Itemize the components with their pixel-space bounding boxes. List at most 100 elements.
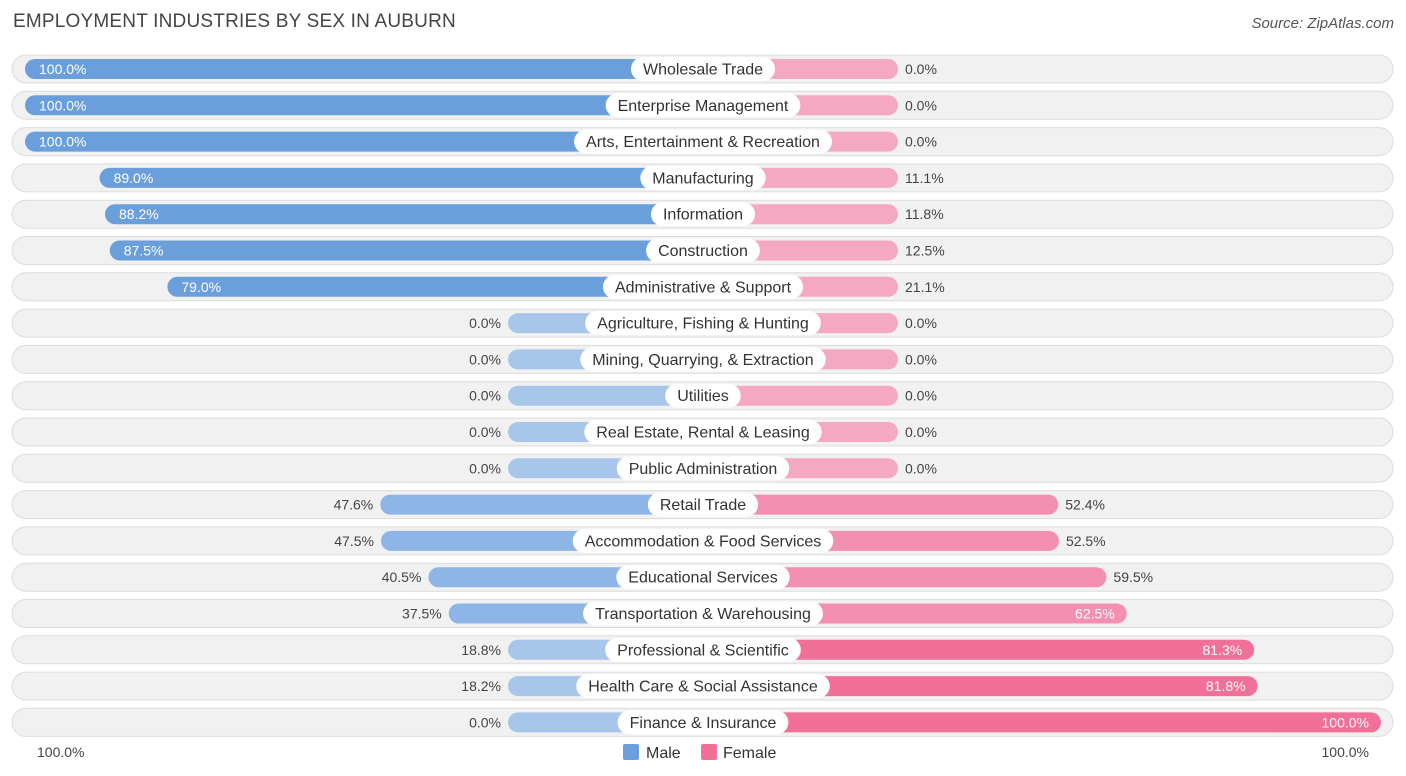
category-label: Utilities <box>677 388 729 405</box>
female-bar <box>703 639 1255 660</box>
category-pill <box>576 674 830 699</box>
legend: Male Female <box>623 744 776 762</box>
chart-row: Public Administration 0.0% 0.0% <box>11 453 1394 483</box>
male-value-label: 89.0% <box>114 170 154 186</box>
male-bar <box>99 167 703 188</box>
chart-row: Health Care & Social Assistance 18.2% 81.8… <box>11 671 1394 701</box>
male-value-label: 40.5% <box>382 569 422 585</box>
female-value-label: 0.0% <box>905 460 937 476</box>
category-pill <box>574 129 832 154</box>
male-value-label: 18.8% <box>461 642 501 658</box>
male-value-label: 47.5% <box>334 533 374 549</box>
category-pill <box>650 202 756 227</box>
legend-male-label: Male <box>646 745 681 762</box>
legend-female-label: Female <box>723 745 776 762</box>
category-pill <box>616 456 790 481</box>
chart-title: EMPLOYMENT INDUSTRIES BY SEX IN AUBURN <box>13 11 456 32</box>
male-bar <box>105 204 703 225</box>
legend-female-swatch <box>701 744 717 760</box>
female-value-label: 0.0% <box>905 388 937 404</box>
male-value-label: 0.0% <box>469 315 501 331</box>
male-value-label: 88.2% <box>119 206 159 222</box>
category-pill <box>583 601 823 626</box>
category-pill <box>640 165 766 190</box>
female-value-label: 0.0% <box>905 97 937 113</box>
male-value-label: 100.0% <box>39 61 86 77</box>
chart-row: Construction 87.5% 12.5% <box>11 236 1394 265</box>
axis-left-label: 100.0% <box>37 744 84 760</box>
category-label: Real Estate, Rental & Leasing <box>596 425 809 442</box>
source-label: Source: ZipAtlas.com <box>1251 15 1394 32</box>
category-label: Information <box>663 207 743 224</box>
category-label: Health Care & Social Assistance <box>588 679 818 696</box>
category-pill <box>616 565 790 590</box>
category-pill <box>605 93 801 118</box>
male-value-label: 100.0% <box>39 134 86 150</box>
male-value-label: 79.0% <box>181 279 221 295</box>
female-value-label: 52.5% <box>1066 533 1106 549</box>
chart-row: Finance & Insurance 0.0% 100.0% <box>11 707 1394 737</box>
chart-row: Information 88.2% 11.8% <box>11 199 1394 229</box>
chart-row: Agriculture, Fishing & Hunting 0.0% 0.0% <box>11 308 1394 338</box>
female-value-label: 0.0% <box>905 424 937 440</box>
male-value-label: 37.5% <box>402 606 442 622</box>
category-pill <box>617 710 789 735</box>
axis-right-label: 100.0% <box>1322 744 1369 760</box>
male-bar <box>508 385 703 406</box>
female-value-label: 0.0% <box>905 61 937 77</box>
female-bar <box>703 494 1059 515</box>
female-value-label: 62.5% <box>1075 606 1115 622</box>
male-bar <box>167 276 703 297</box>
chart-row: Manufacturing 89.0% 11.1% <box>11 163 1394 193</box>
category-label: Construction <box>658 243 748 260</box>
male-value-label: 47.6% <box>334 497 374 513</box>
category-label: Administrative & Support <box>615 279 792 296</box>
category-pill <box>572 528 834 553</box>
male-bar <box>25 131 703 152</box>
female-value-label: 12.5% <box>905 243 945 259</box>
chart-row: Mining, Quarrying, & Extraction 0.0% 0.0% <box>11 344 1394 374</box>
category-label: Agriculture, Fishing & Hunting <box>597 316 809 333</box>
male-value-label: 0.0% <box>469 714 501 730</box>
category-label: Accommodation & Food Services <box>585 533 822 550</box>
chart-row: Real Estate, Rental & Leasing 0.0% 0.0% <box>11 417 1394 447</box>
chart-row: Professional & Scientific 18.8% 81.3% <box>11 635 1394 665</box>
category-label: Wholesale Trade <box>643 62 763 79</box>
female-value-label: 0.0% <box>905 315 937 331</box>
category-pill <box>630 57 776 81</box>
chart-row: Wholesale Trade 100.0% 0.0% <box>11 54 1394 84</box>
chart-row: Administrative & Support 79.0% 21.1% <box>11 272 1394 302</box>
chart-row: Transportation & Warehousing 37.5% 62.5% <box>11 599 1394 628</box>
female-value-label: 81.3% <box>1203 642 1243 658</box>
male-bar <box>380 494 703 515</box>
category-pill <box>605 637 801 662</box>
chart-row: Accommodation & Food Services 47.5% 52.5% <box>11 526 1394 556</box>
legend-male-swatch <box>623 744 639 760</box>
chart-row: Retail Trade 47.6% 52.4% <box>11 490 1394 520</box>
female-value-label: 100.0% <box>1322 714 1369 730</box>
category-label: Public Administration <box>629 461 778 478</box>
chart-row: Educational Services 40.5% 59.5% <box>11 562 1394 592</box>
category-pill <box>584 420 822 444</box>
category-label: Educational Services <box>628 570 777 587</box>
female-bar <box>703 712 1381 733</box>
category-pill <box>585 311 821 336</box>
category-label: Professional & Scientific <box>617 642 789 659</box>
female-value-label: 11.8% <box>905 206 944 222</box>
category-pill <box>647 492 759 517</box>
category-label: Arts, Entertainment & Recreation <box>586 134 820 151</box>
category-label: Transportation & Warehousing <box>595 606 811 623</box>
male-value-label: 0.0% <box>469 351 501 367</box>
female-value-label: 81.8% <box>1206 678 1246 694</box>
male-bar <box>25 95 703 116</box>
male-bar <box>25 59 703 79</box>
female-bar <box>703 676 1258 697</box>
category-label: Mining, Quarrying, & Extraction <box>592 352 813 369</box>
chart-row: Utilities 0.0% 0.0% <box>11 381 1394 411</box>
female-value-label: 21.1% <box>905 279 945 295</box>
female-bar <box>703 567 1107 588</box>
category-pill <box>665 383 741 408</box>
category-label: Enterprise Management <box>618 98 789 115</box>
male-value-label: 87.5% <box>124 243 164 259</box>
